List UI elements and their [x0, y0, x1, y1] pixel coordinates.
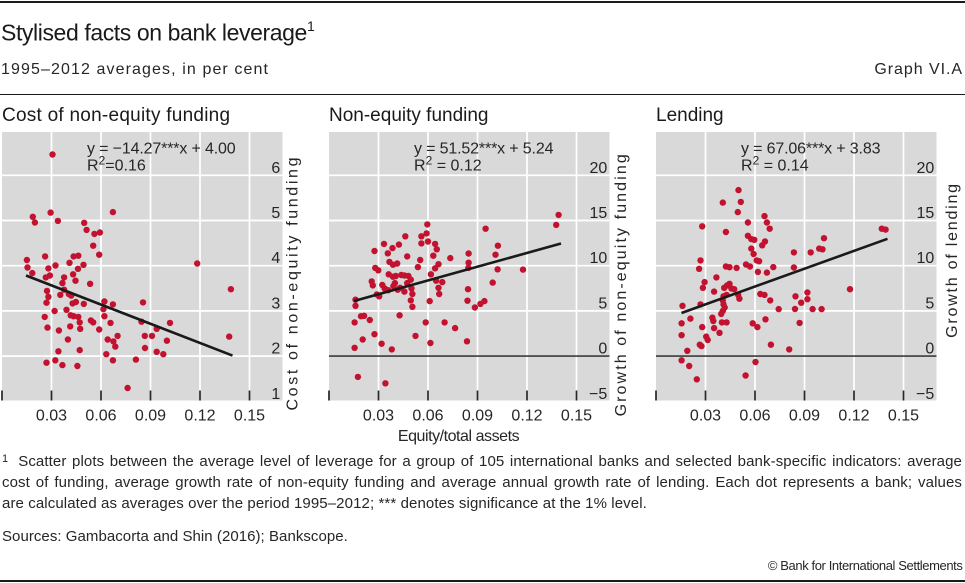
svg-text:0.06: 0.06 — [85, 408, 116, 425]
svg-text:Growth of lending: Growth of lending — [944, 182, 961, 338]
svg-text:1: 1 — [271, 386, 280, 403]
svg-text:0.03: 0.03 — [36, 408, 67, 425]
svg-text:−5: −5 — [589, 386, 607, 403]
svg-text:0.12: 0.12 — [184, 408, 215, 425]
svg-text:0.12: 0.12 — [511, 408, 542, 425]
svg-text:0.09: 0.09 — [135, 408, 166, 425]
svg-text:5: 5 — [271, 205, 280, 222]
svg-text:3: 3 — [271, 295, 280, 312]
svg-text:0.15: 0.15 — [234, 408, 265, 425]
svg-text:0.09: 0.09 — [462, 408, 493, 425]
svg-text:R2 = 0.12: R2 = 0.12 — [414, 153, 482, 174]
svg-text:0.06: 0.06 — [412, 408, 443, 425]
svg-text:5: 5 — [925, 295, 934, 312]
svg-text:y = 51.52***x + 5.24: y = 51.52***x + 5.24 — [414, 140, 554, 157]
svg-text:0: 0 — [925, 341, 934, 358]
svg-text:20: 20 — [590, 160, 608, 177]
svg-text:0.09: 0.09 — [789, 408, 820, 425]
svg-text:Equity/total assets: Equity/total assets — [398, 428, 520, 445]
svg-text:R2=0.16: R2=0.16 — [87, 153, 146, 174]
svg-text:−5: −5 — [916, 386, 934, 403]
svg-text:6: 6 — [271, 160, 280, 177]
svg-text:y = 67.06***x + 3.83: y = 67.06***x + 3.83 — [741, 140, 881, 157]
svg-text:0.15: 0.15 — [888, 408, 919, 425]
svg-text:10: 10 — [917, 250, 935, 267]
svg-text:15: 15 — [917, 205, 935, 222]
svg-text:2: 2 — [271, 341, 280, 358]
svg-text:0.03: 0.03 — [690, 408, 721, 425]
svg-text:15: 15 — [590, 205, 608, 222]
svg-text:0.15: 0.15 — [561, 408, 592, 425]
svg-text:0.12: 0.12 — [838, 408, 869, 425]
svg-text:Cost of non-equity funding: Cost of non-equity funding — [285, 155, 302, 411]
svg-text:Growth of non-equity funding: Growth of non-equity funding — [613, 152, 630, 416]
svg-text:y = −14.27***x + 4.00: y = −14.27***x + 4.00 — [87, 140, 236, 157]
svg-text:4: 4 — [271, 250, 280, 267]
svg-text:20: 20 — [917, 160, 935, 177]
svg-text:5: 5 — [598, 295, 607, 312]
svg-text:0: 0 — [598, 341, 607, 358]
svg-text:0.06: 0.06 — [739, 408, 770, 425]
svg-text:R2 = 0.14: R2 = 0.14 — [741, 153, 809, 174]
svg-text:10: 10 — [590, 250, 608, 267]
svg-text:0.03: 0.03 — [363, 408, 394, 425]
